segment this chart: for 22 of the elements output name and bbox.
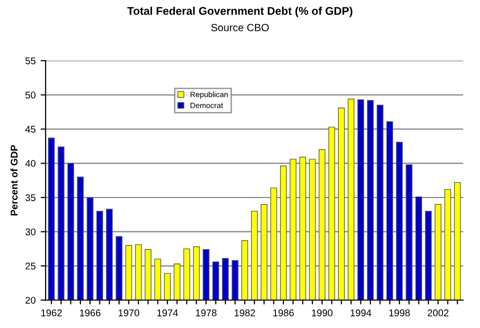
chart-title: Total Federal Government Debt (% of GDP): [127, 6, 352, 18]
x-tick-label: 1962: [41, 309, 62, 316]
chart-subtitle: Source CBO: [211, 24, 269, 32]
x-tick-label: 1986: [273, 309, 294, 316]
y-tick-label: 25: [26, 262, 36, 270]
x-tick-label: 1974: [157, 309, 178, 316]
y-tick-label: 20: [26, 296, 36, 304]
y-axis-title: Percent of GDP: [10, 145, 18, 216]
y-tick-label: 35: [25, 194, 36, 202]
x-tick-label: 1966: [80, 309, 100, 316]
y-tick-label: 40: [25, 160, 36, 167]
x-tick-label: 1994: [350, 309, 372, 316]
y-tick-label: 45: [25, 126, 36, 133]
y-tick-label: 50: [25, 92, 36, 99]
y-tick-label: 55: [25, 58, 36, 64]
x-tick-label: 1998: [389, 309, 410, 316]
x-tick-label: 2002: [428, 309, 448, 316]
x-tick-label: 1970: [118, 309, 140, 316]
y-tick-label: 30: [25, 228, 36, 236]
x-tick-label: 1978: [196, 309, 216, 316]
x-tick-label: 1982: [234, 309, 256, 316]
x-tick-label: 1990: [312, 309, 332, 316]
